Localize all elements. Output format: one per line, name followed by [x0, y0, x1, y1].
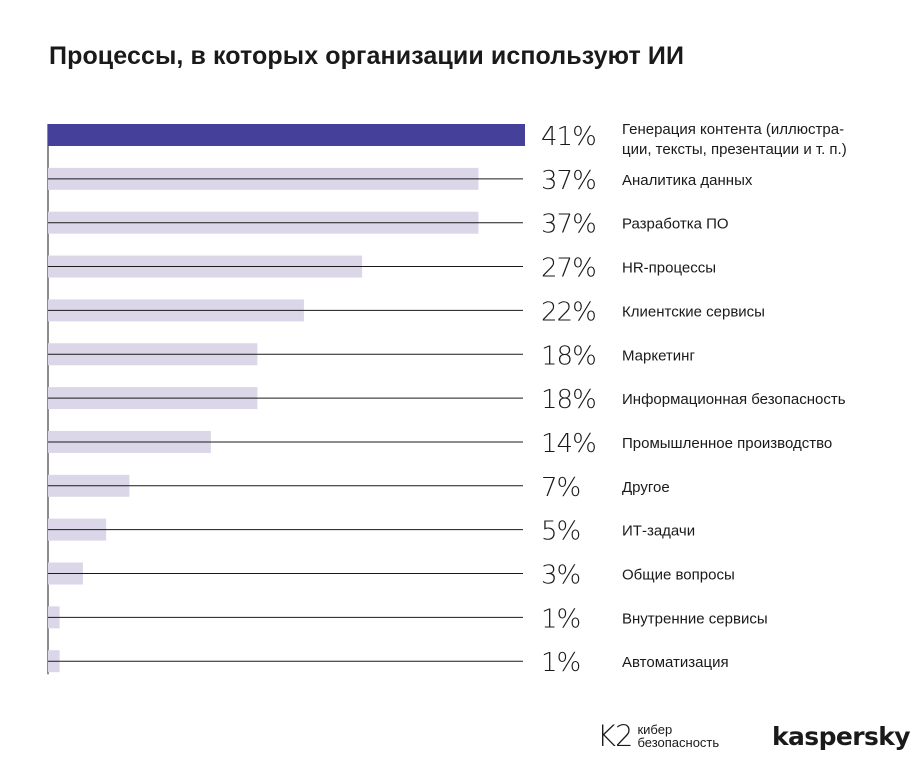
category-label-5: Клиентские сервисы: [622, 303, 765, 320]
bar-1: [48, 124, 525, 146]
category-label-7: Информационная безопасность: [622, 391, 846, 408]
value-label-11: 3%: [541, 561, 580, 591]
value-label-10: 5%: [541, 517, 580, 547]
k2-logo-line-2: безопасность: [637, 735, 720, 750]
category-label-6: Маркетинг: [622, 347, 695, 364]
category-label-4: HR-процессы: [622, 260, 716, 277]
value-label-4: 27%: [541, 254, 596, 284]
category-label-3: Разработка ПО: [622, 216, 729, 233]
value-label-12: 1%: [541, 604, 580, 634]
category-label-8: Промышленное производство: [622, 435, 832, 452]
value-label-2: 37%: [541, 166, 596, 196]
category-label-9: Другое: [622, 479, 670, 496]
k2-logo-text: кибер безопасность: [637, 723, 719, 749]
category-label-11: Общие вопросы: [622, 567, 735, 584]
kaspersky-logo: kaspersky: [772, 722, 911, 751]
k2-logo-mark: K2: [597, 719, 633, 753]
category-label-10: ИТ-задачи: [622, 523, 695, 540]
value-label-13: 1%: [541, 648, 580, 678]
value-label-5: 22%: [541, 297, 596, 327]
k2-logo: K2 кибер безопасность: [597, 718, 719, 754]
category-label-1-line-2: ции, тексты, презентации и т. п.): [622, 141, 847, 158]
category-label-13: Автоматизация: [622, 654, 729, 671]
category-label-1-line-1: Генерация контента (иллюстра-: [622, 121, 844, 138]
value-label-6: 18%: [541, 341, 596, 371]
bar-chart: 41% Генерация контента (иллюстра-ции, тек…: [47, 121, 847, 678]
value-label-3: 37%: [541, 210, 596, 240]
value-label-8: 14%: [541, 429, 596, 459]
k2-logo-line-1: кибер: [637, 722, 673, 737]
chart-title: Процессы, в которых организации использу…: [49, 42, 685, 70]
category-label-12: Внутренние сервисы: [622, 610, 768, 627]
value-label-1: 41%: [541, 122, 596, 152]
category-label-2: Аналитика данных: [622, 172, 753, 189]
value-label-7: 18%: [541, 385, 596, 415]
value-label-9: 7%: [541, 473, 580, 503]
